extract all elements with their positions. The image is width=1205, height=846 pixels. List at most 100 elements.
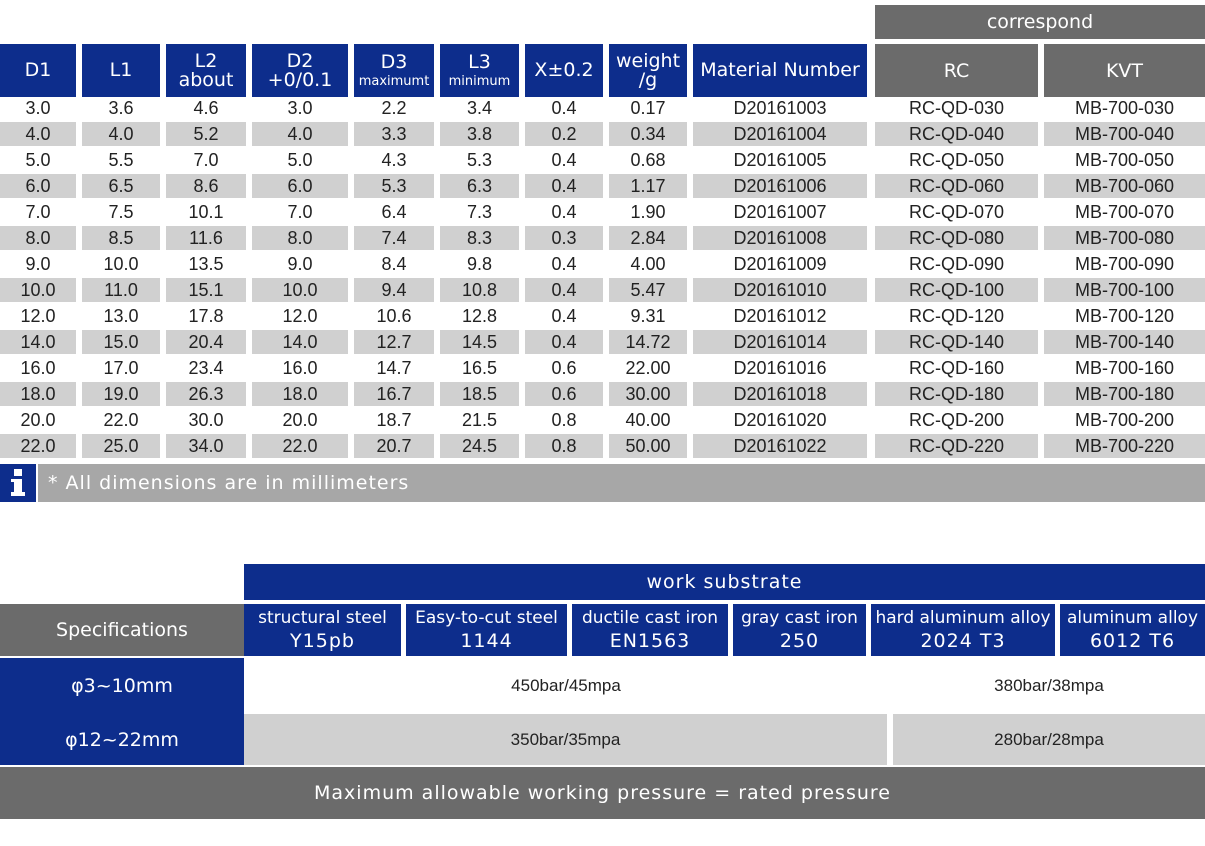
cell-d1: 9.0 <box>25 253 51 274</box>
cell-kvt: MB-700-080 <box>1044 226 1205 250</box>
cell-d2: 10.0 <box>252 278 348 302</box>
cell-l3: 9.8 <box>466 253 493 274</box>
cell-l1: 13.0 <box>103 305 139 326</box>
cell-d2: 7.0 <box>287 201 313 222</box>
cell-d1: 4.0 <box>0 122 76 146</box>
cell-l1: 3.6 <box>108 97 134 118</box>
table-row: 5.0 5.5 7.0 5.0 4.3 5.3 0.4 0.68 D20161005 RC-QD-… <box>0 148 1205 174</box>
cell-x: 0.6 <box>551 357 577 378</box>
table-row: 3.0 3.6 4.6 3.0 2.2 3.4 0.4 0.17 D20161003 RC-QD-… <box>0 96 1205 122</box>
cell-d3: 16.7 <box>354 382 434 406</box>
cell-l1: 7.5 <box>108 201 134 222</box>
cell-l2: 8.6 <box>166 174 246 198</box>
cell-rc: RC-QD-100 <box>875 278 1038 302</box>
cell-x: 0.6 <box>525 382 603 406</box>
cell-weight: 0.34 <box>609 122 687 146</box>
cell-l3: 24.5 <box>440 434 519 458</box>
cell-material-number: D20161010 <box>693 278 867 302</box>
cell-weight: 1.17 <box>609 174 687 198</box>
table-row: 7.0 7.5 10.1 7.0 6.4 7.3 0.4 1.90 D20161007 RC-QD… <box>0 200 1205 226</box>
cell-d3: 18.7 <box>376 409 412 430</box>
cell-kvt: MB-700-060 <box>1044 174 1205 198</box>
cell-material-number: D20161020 <box>733 409 827 430</box>
cell-x: 0.4 <box>551 253 577 274</box>
cell-l3: 3.4 <box>466 97 493 118</box>
cell-kvt: MB-700-090 <box>1074 253 1175 274</box>
cell-d2: 22.0 <box>252 434 348 458</box>
cell-rc: RC-QD-120 <box>908 305 1005 326</box>
cell-l3: 5.3 <box>466 149 493 170</box>
cell-kvt: MB-700-220 <box>1044 434 1205 458</box>
cell-rc: RC-QD-060 <box>875 174 1038 198</box>
cell-rc: RC-QD-030 <box>908 97 1005 118</box>
cell-d3: 10.6 <box>376 305 412 326</box>
cell-d1: 16.0 <box>20 357 56 378</box>
table-row: 20.0 22.0 30.0 20.0 18.7 21.5 0.8 40.00 D2016102… <box>0 408 1205 434</box>
cell-l3: 12.8 <box>461 305 498 326</box>
cell-d1: 12.0 <box>20 305 56 326</box>
table-row: 6.0 6.5 8.6 6.0 5.3 6.3 0.4 1.17 D20161006 RC-QD-… <box>0 174 1205 200</box>
cell-l3: 10.8 <box>440 278 519 302</box>
cell-rc: RC-QD-180 <box>875 382 1038 406</box>
header-l1: L1 <box>82 44 160 97</box>
cell-x: 0.3 <box>525 226 603 250</box>
cell-d3: 8.4 <box>381 253 407 274</box>
cell-kvt: MB-700-100 <box>1044 278 1205 302</box>
cell-rc: RC-QD-140 <box>875 330 1038 354</box>
cell-weight: 9.31 <box>630 305 666 326</box>
cell-l2: 11.6 <box>166 226 246 250</box>
cell-rc: RC-QD-080 <box>875 226 1038 250</box>
info-icon <box>0 464 36 502</box>
cell-material-number: D20161003 <box>733 97 827 118</box>
cell-d1: 18.0 <box>0 382 76 406</box>
cell-d3: 20.7 <box>354 434 434 458</box>
cell-material-number: D20161005 <box>733 149 827 170</box>
pressure-main-12-22mm: 350bar/35mpa <box>244 714 887 765</box>
cell-d2: 12.0 <box>282 305 318 326</box>
cell-l2: 4.6 <box>193 97 219 118</box>
cell-d3: 4.3 <box>381 149 407 170</box>
cell-kvt: MB-700-160 <box>1074 357 1175 378</box>
header-material-number: Material Number <box>693 44 867 97</box>
header-x: X±0.2 <box>525 44 603 97</box>
cell-d1: 14.0 <box>0 330 76 354</box>
cell-l2: 15.1 <box>166 278 246 302</box>
cell-rc: RC-QD-200 <box>908 409 1005 430</box>
substrate-structural-steel: structural steel Y15pb <box>244 604 401 656</box>
cell-d1: 6.0 <box>0 174 76 198</box>
header-rc: RC <box>875 44 1038 97</box>
cell-x: 0.8 <box>551 409 577 430</box>
cell-kvt: MB-700-120 <box>1074 305 1175 326</box>
cell-weight: 50.00 <box>609 434 687 458</box>
cell-l2: 17.8 <box>188 305 224 326</box>
cell-d1: 20.0 <box>20 409 56 430</box>
cell-d2: 8.0 <box>252 226 348 250</box>
cell-x: 0.4 <box>525 174 603 198</box>
spec-label-3-10mm: φ3~10mm <box>0 658 244 714</box>
cell-d1: 7.0 <box>25 201 51 222</box>
cell-l1: 17.0 <box>103 357 139 378</box>
cell-l1: 19.0 <box>82 382 160 406</box>
cell-material-number: D20161006 <box>693 174 867 198</box>
table-row: 8.0 8.5 11.6 8.0 7.4 8.3 0.3 2.84 D20161008 RC-QD… <box>0 226 1205 252</box>
cell-material-number: D20161014 <box>693 330 867 354</box>
cell-weight: 1.90 <box>630 201 666 222</box>
header-d3: D3 maximumt <box>354 44 434 97</box>
header-l3: L3 minimum <box>440 44 519 97</box>
pressure-footer: Maximum allowable working pressure = rat… <box>0 767 1205 819</box>
cell-l2: 20.4 <box>166 330 246 354</box>
header-d1: D1 <box>0 44 76 97</box>
cell-l1: 22.0 <box>103 409 139 430</box>
cell-l2: 10.1 <box>188 201 224 222</box>
cell-x: 0.4 <box>551 201 577 222</box>
cell-l1: 15.0 <box>82 330 160 354</box>
table-row: 18.0 19.0 26.3 18.0 16.7 18.5 0.6 30.00 D2016101… <box>0 382 1205 408</box>
cell-material-number: D20161016 <box>733 357 827 378</box>
cell-l2: 30.0 <box>188 409 224 430</box>
cell-x: 0.4 <box>551 97 577 118</box>
table-row: 22.0 25.0 34.0 22.0 20.7 24.5 0.8 50.00 D2016102… <box>0 434 1205 460</box>
cell-d2: 3.0 <box>287 97 313 118</box>
pressure-aluminum-3-10mm: 380bar/38mpa <box>994 676 1104 695</box>
table-row: 14.0 15.0 20.4 14.0 12.7 14.5 0.4 14.72 D2016101… <box>0 330 1205 356</box>
cell-rc: RC-QD-070 <box>908 201 1005 222</box>
